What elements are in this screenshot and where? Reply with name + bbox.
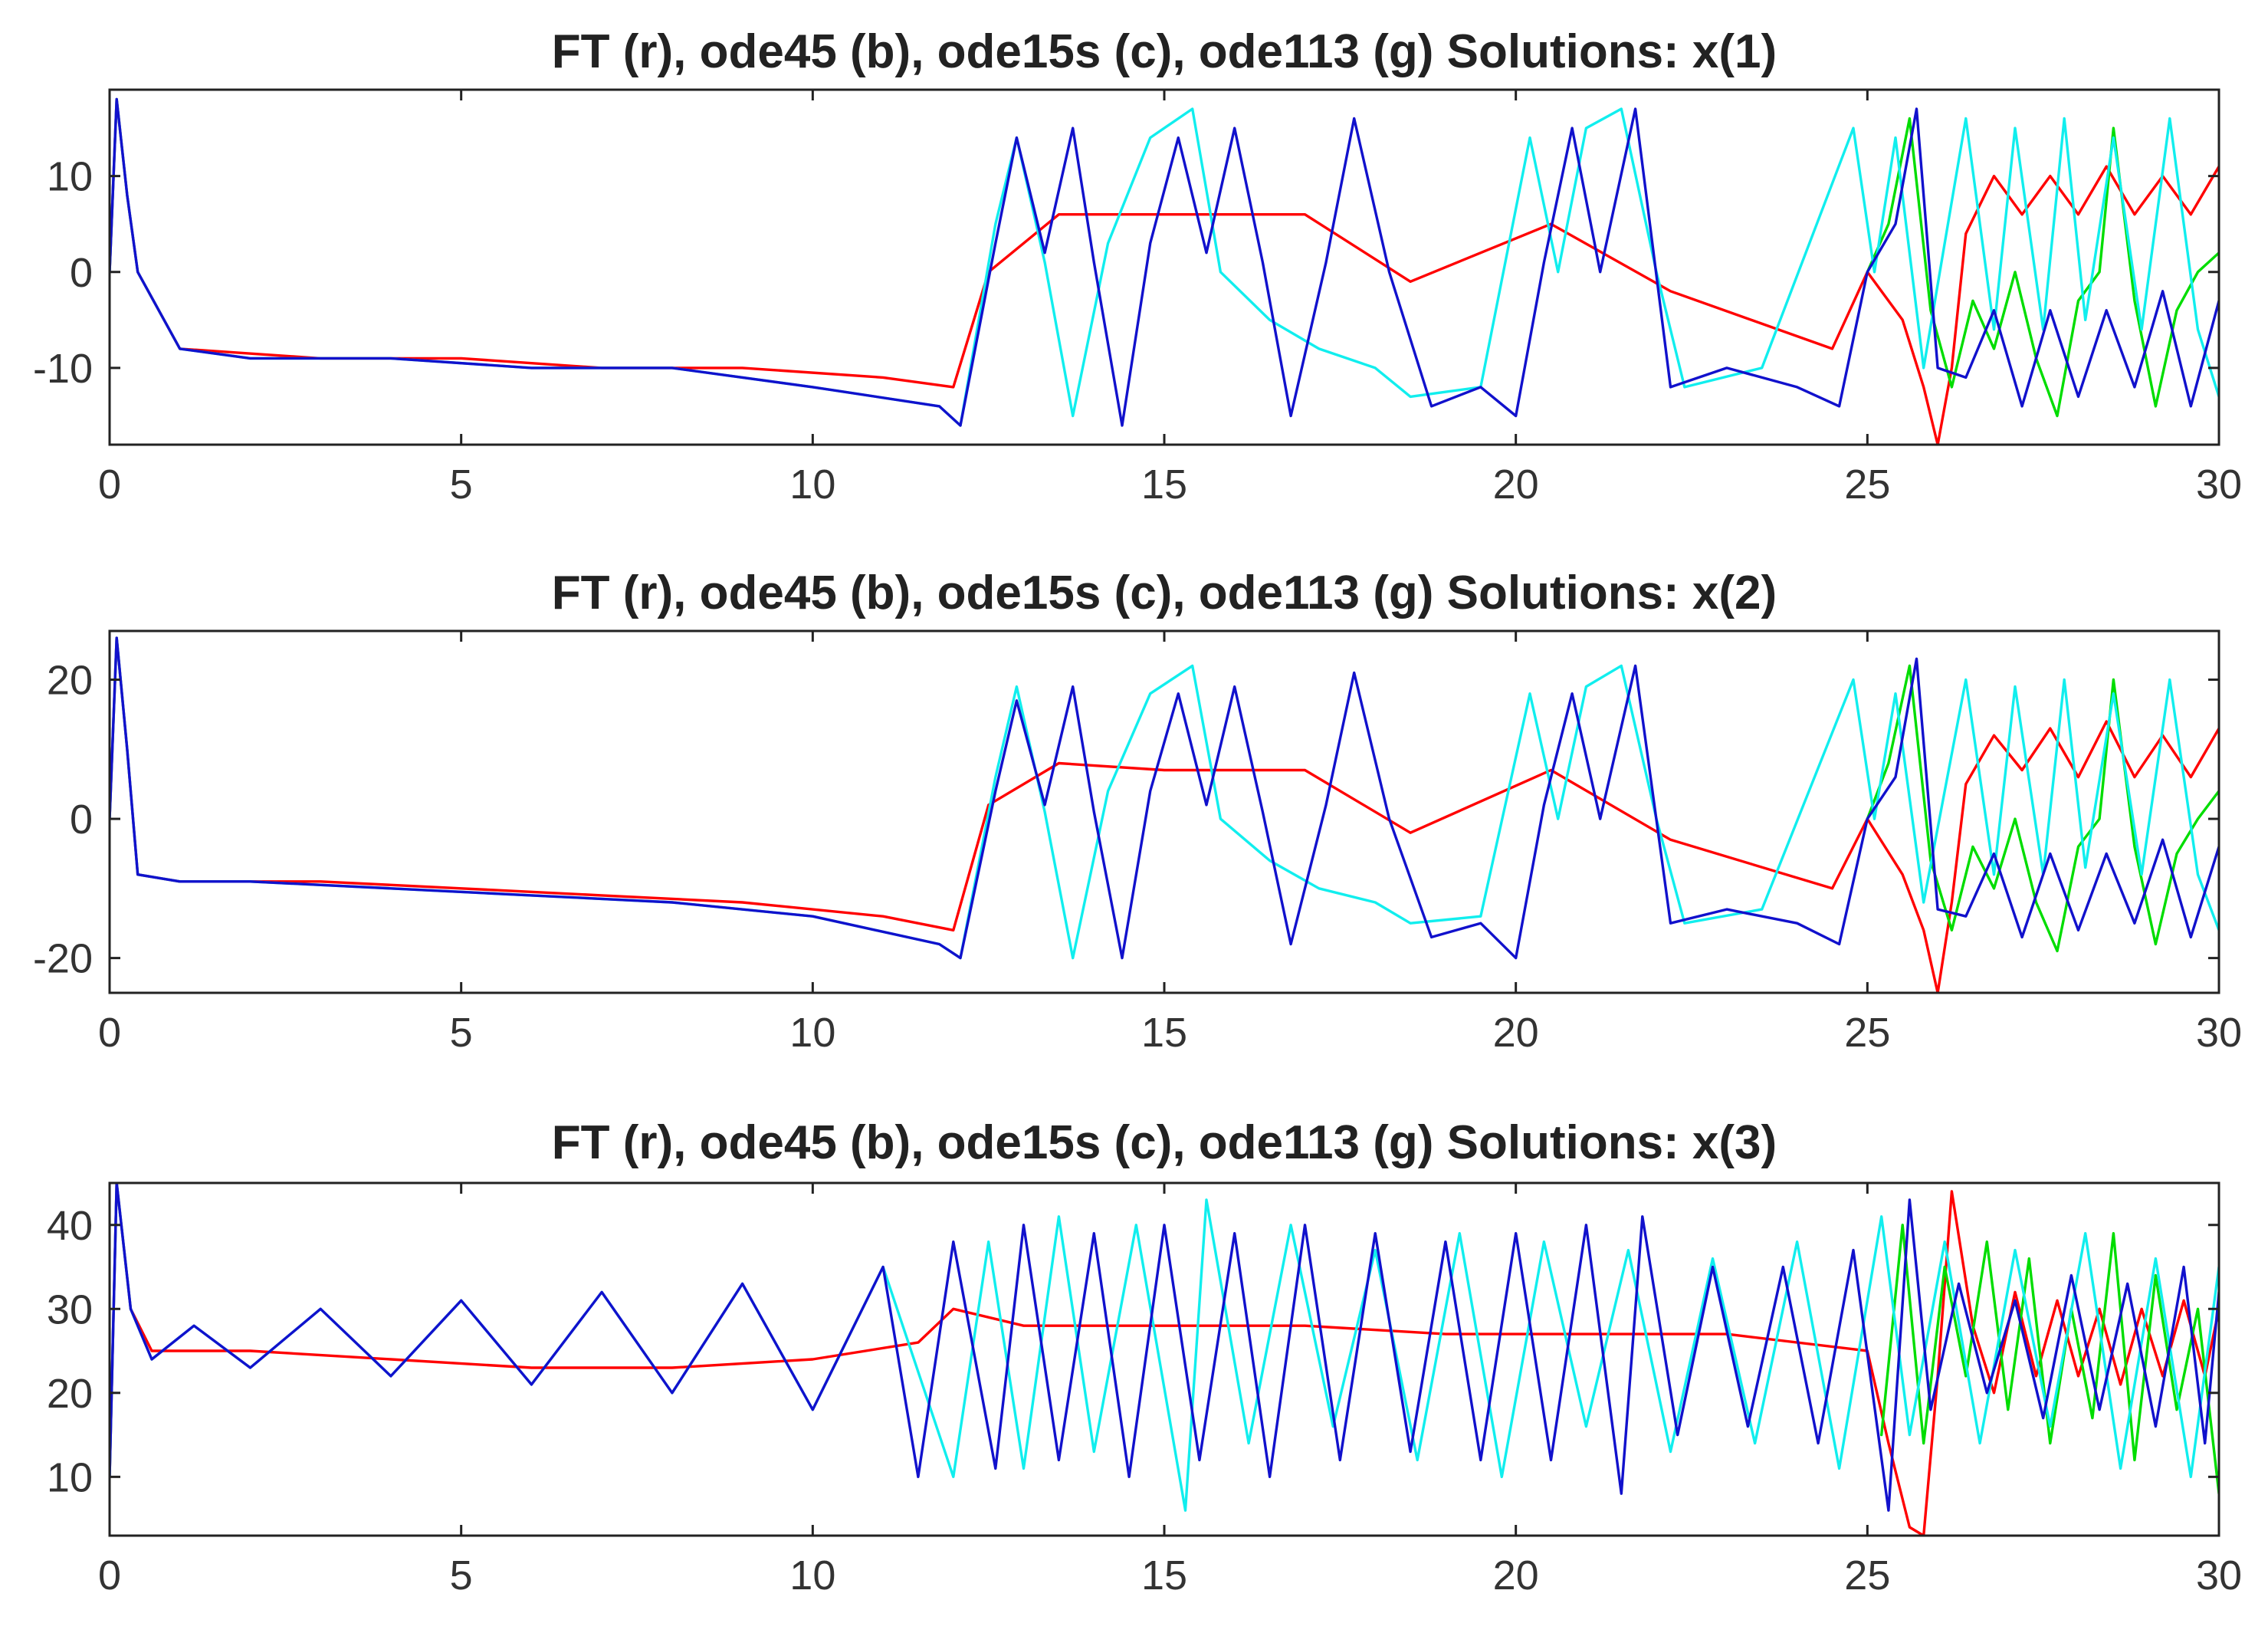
x-tick-label: 30 <box>2196 1552 2242 1598</box>
y-tick-label: 10 <box>47 154 93 200</box>
series-line <box>110 636 2219 960</box>
x-tick-label: 5 <box>450 462 473 508</box>
x-tick-label: 0 <box>98 1552 121 1598</box>
y-tick-label: 10 <box>47 1454 93 1500</box>
x-tick-label: 30 <box>2196 1010 2242 1056</box>
y-tick-label: 40 <box>47 1203 93 1249</box>
plot-area <box>110 97 2219 445</box>
x-tick-label: 10 <box>789 1010 835 1056</box>
x-tick-label: 10 <box>789 1552 835 1598</box>
x-tick-label: 20 <box>1493 1552 1539 1598</box>
y-tick-label: -20 <box>33 936 93 982</box>
subplot-x1: FT (r), ode45 (b), ode15s (c), ode113 (g… <box>33 25 2242 508</box>
y-tick-label: 0 <box>70 797 93 843</box>
series-line <box>1880 1224 2219 1495</box>
subplot-x1-title: FT (r), ode45 (b), ode15s (c), ode113 (g… <box>552 25 1777 78</box>
x-tick-label: 20 <box>1493 462 1539 508</box>
series-line <box>110 636 2219 993</box>
x-tick-label: 5 <box>450 1010 473 1056</box>
series-line <box>1866 664 2219 953</box>
x-tick-label: 15 <box>1141 462 1187 508</box>
y-tick-label: 20 <box>47 658 93 704</box>
plot-area <box>110 636 2219 993</box>
y-tick-label: 0 <box>70 250 93 296</box>
x-tick-label: 0 <box>98 462 121 508</box>
subplot-x2-title: FT (r), ode45 (b), ode15s (c), ode113 (g… <box>552 567 1777 619</box>
x-tick-label: 10 <box>789 462 835 508</box>
subplot-x3-title: FT (r), ode45 (b), ode15s (c), ode113 (g… <box>552 1116 1777 1169</box>
x-tick-label: 25 <box>1844 462 1890 508</box>
x-tick-label: 15 <box>1141 1552 1187 1598</box>
subplot-x2: FT (r), ode45 (b), ode15s (c), ode113 (g… <box>33 567 2242 1056</box>
y-tick-label: -10 <box>33 346 93 392</box>
series-line <box>110 1183 2219 1512</box>
x-tick-label: 15 <box>1141 1010 1187 1056</box>
plot-area <box>110 1183 2219 1536</box>
x-tick-label: 30 <box>2196 462 2242 508</box>
x-tick-label: 5 <box>450 1552 473 1598</box>
x-tick-label: 25 <box>1844 1552 1890 1598</box>
x-tick-label: 0 <box>98 1010 121 1056</box>
y-tick-label: 20 <box>47 1371 93 1417</box>
series-line <box>1866 117 2219 418</box>
series-line <box>110 97 2219 427</box>
x-tick-label: 20 <box>1493 1010 1539 1056</box>
subplot-x3: FT (r), ode45 (b), ode15s (c), ode113 (g… <box>47 1116 2242 1598</box>
y-tick-label: 30 <box>47 1286 93 1332</box>
x-tick-label: 25 <box>1844 1010 1890 1056</box>
